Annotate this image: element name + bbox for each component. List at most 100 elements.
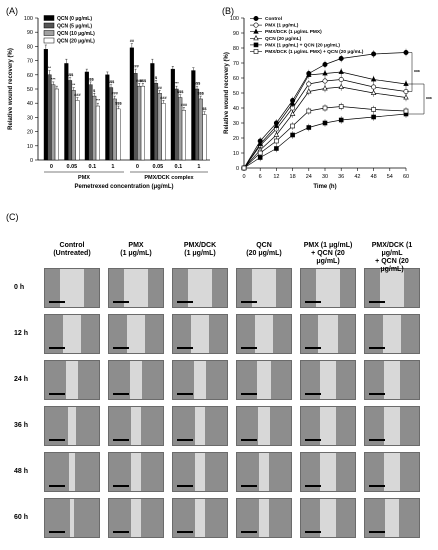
cell-monolayer-left <box>237 407 259 445</box>
micrograph-image <box>364 498 420 538</box>
significance-label: $ <box>93 89 96 93</box>
micrograph-image <box>236 406 292 446</box>
cell-monolayer-right <box>399 499 419 537</box>
significance-bracket <box>407 52 413 92</box>
wound-gap <box>252 269 276 307</box>
cell-monolayer-right <box>271 361 291 399</box>
cell-monolayer-right <box>337 315 355 353</box>
legend-label: QCN (5 μg/mL) <box>57 24 92 30</box>
data-point <box>371 107 376 112</box>
column-header-line2: (Untreated) <box>53 250 91 257</box>
legend-marker <box>253 15 259 21</box>
significance-label: *** <box>426 97 432 103</box>
data-point <box>338 83 344 89</box>
x-tick-label: 6 <box>259 174 262 180</box>
wound-gap <box>124 269 148 307</box>
wound-gap <box>62 315 82 353</box>
significance-label: *** <box>414 70 420 76</box>
cell-monolayer-left <box>45 407 69 445</box>
scale-bar <box>241 301 257 303</box>
x-tick-label: 24 <box>306 174 312 180</box>
scale-bar <box>241 485 257 487</box>
cell-monolayer-left <box>365 499 385 537</box>
cell-monolayer-right <box>74 499 99 537</box>
scale-bar <box>49 347 65 349</box>
cell-monolayer-right <box>74 453 99 491</box>
legend-label: Control <box>265 16 282 22</box>
y-tick-label: 60 <box>233 76 239 82</box>
data-point <box>338 68 344 74</box>
scale-bar <box>369 531 385 533</box>
significance-label: $$$ <box>140 79 147 83</box>
legend-marker <box>253 35 259 41</box>
cell-monolayer-left <box>301 407 320 445</box>
micrograph-image <box>236 268 292 308</box>
data-point <box>403 94 409 100</box>
micrograph-image <box>44 314 100 354</box>
y-tick-label: 0 <box>30 158 33 164</box>
data-point <box>306 71 312 77</box>
legend-label: PMX (1 μg/mL) <box>265 23 299 29</box>
scale-bar <box>369 301 385 303</box>
wound-gap <box>194 361 206 399</box>
cell-monolayer-right <box>401 315 419 353</box>
x-tick-label: 0.05 <box>67 164 78 170</box>
y-tick-label: 80 <box>233 46 239 52</box>
micrograph-image <box>172 406 228 446</box>
legend-label: QCN (20 μg/mL) <box>265 36 302 42</box>
significance-label: ### <box>74 93 81 97</box>
scale-bar <box>369 439 385 441</box>
micrograph-image <box>172 360 228 400</box>
cell-monolayer-left <box>237 361 257 399</box>
x-tick-label: 30 <box>322 174 328 180</box>
micrograph-image <box>364 268 420 308</box>
cell-monolayer-right <box>269 407 291 445</box>
y-tick-label: 90 <box>27 30 33 36</box>
significance-label: ### <box>132 65 139 69</box>
legend-marker <box>253 42 259 48</box>
cell-monolayer-left <box>365 315 383 353</box>
scale-bar <box>177 531 193 533</box>
cell-monolayer-left <box>301 269 317 307</box>
x-tick-label: 36 <box>338 174 344 180</box>
wound-gap <box>254 315 274 353</box>
cell-monolayer-left <box>109 407 131 445</box>
data-point <box>322 70 328 76</box>
wound-gap <box>129 361 143 399</box>
micrograph-image <box>108 498 164 538</box>
y-tick-label: 30 <box>27 115 33 121</box>
data-point <box>290 132 295 138</box>
micrograph-image <box>44 360 100 400</box>
cell-monolayer-left <box>301 361 320 399</box>
column-header-line1: Control <box>59 242 85 249</box>
x-tick-label: 0.1 <box>89 164 97 170</box>
significance-label: ** <box>48 66 51 70</box>
cell-monolayer-right <box>336 407 355 445</box>
significance-label: $$$ <box>177 90 184 94</box>
micrograph-image <box>364 314 420 354</box>
micrograph-image <box>364 406 420 446</box>
cell-monolayer-left <box>237 499 260 537</box>
data-point <box>403 108 409 114</box>
row-header: 12 h <box>14 330 29 337</box>
scale-bar <box>49 301 65 303</box>
x-tick-label: 0 <box>50 164 53 170</box>
panel-b-label: (B) <box>222 6 234 16</box>
x-tick-label: 0 <box>242 174 245 180</box>
cell-monolayer-left <box>173 407 195 445</box>
wound-gap <box>126 315 146 353</box>
data-point <box>274 146 279 151</box>
data-point <box>273 131 280 137</box>
scale-bar <box>305 347 321 349</box>
micrograph-image <box>108 406 164 446</box>
data-point <box>338 104 344 109</box>
panel-c-label: (C) <box>6 212 19 222</box>
legend-label: PMX/DCK (1 μg/mL PMX) <box>265 29 322 35</box>
cell-monolayer-right <box>141 407 163 445</box>
cell-monolayer-right <box>403 269 419 307</box>
cell-monolayer-left <box>45 315 63 353</box>
cell-monolayer-right <box>204 499 227 537</box>
significance-label: ### <box>112 92 119 96</box>
data-point <box>274 138 279 144</box>
